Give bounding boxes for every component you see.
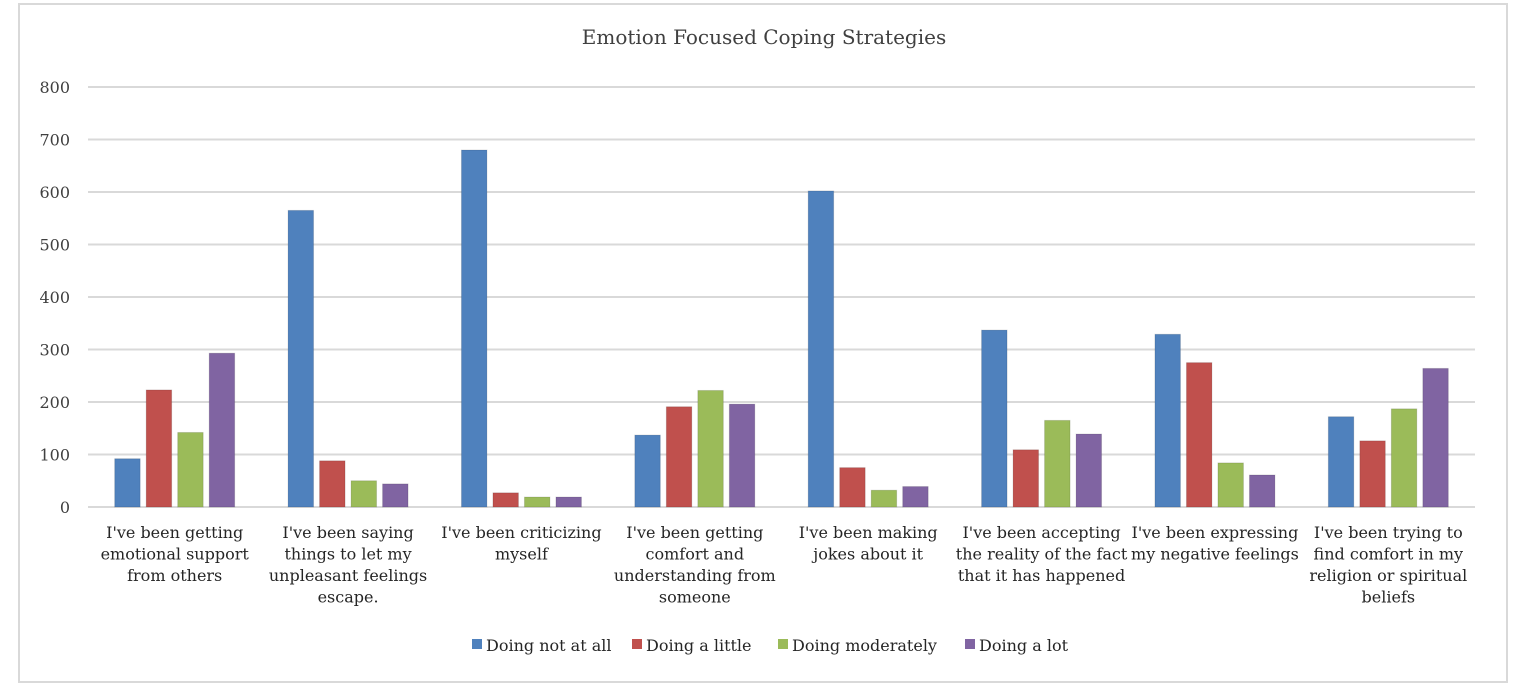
gridlines (88, 86, 1475, 508)
bar (697, 389, 724, 508)
bar (350, 480, 378, 508)
bar (1217, 462, 1244, 508)
bar (981, 329, 1008, 508)
x-category-label: I've been expressing my negative feelings (1131, 523, 1299, 564)
bar (1185, 362, 1213, 508)
bar (114, 458, 141, 508)
bar (728, 403, 756, 508)
x-category-label: I've been making jokes about it (799, 523, 938, 564)
bar (145, 389, 173, 508)
bar (665, 406, 693, 508)
bar (839, 467, 866, 508)
bar (177, 431, 204, 508)
bar (460, 149, 488, 508)
y-tick-label: 600 (39, 183, 70, 202)
legend-swatch (965, 639, 975, 649)
bar (1075, 433, 1103, 508)
x-category-label: I've been criticizing myself (441, 523, 601, 564)
legend: Doing not at all Doing a little Doing mode… (472, 636, 1069, 655)
x-axis-labels: I've been getting emotional support from o… (101, 523, 1468, 607)
bars (114, 149, 1449, 508)
bar (870, 489, 898, 508)
y-tick-label: 400 (39, 288, 70, 307)
x-category-label: I've been getting comfort and understandin… (614, 523, 776, 607)
bar (382, 483, 409, 508)
bar (1044, 419, 1071, 508)
legend-swatch (778, 639, 788, 649)
y-tick-label: 100 (39, 446, 70, 465)
bar (208, 352, 236, 508)
y-axis-ticks: 0 100 200 300 400 500 600 700 800 (39, 78, 70, 517)
bar (319, 460, 346, 508)
bar (902, 486, 929, 508)
legend-label: Doing moderately (792, 636, 937, 655)
bar (1422, 367, 1449, 508)
bar (1327, 416, 1355, 508)
y-tick-label: 200 (39, 393, 70, 412)
x-category-label: I've been getting emotional support from o… (101, 523, 250, 585)
bar (492, 492, 519, 508)
y-tick-label: 700 (39, 131, 70, 150)
bar (555, 496, 582, 508)
bar (1012, 449, 1040, 508)
x-category-label: I've been saying things to let my unpleasa… (269, 523, 427, 607)
y-tick-label: 300 (39, 341, 70, 360)
legend-swatch (632, 639, 642, 649)
legend-label: Doing not at all (486, 636, 612, 655)
bar (287, 209, 315, 508)
x-category-label: I've been accepting the reality of the fa… (956, 523, 1128, 585)
bar (1390, 408, 1418, 508)
legend-swatch (472, 639, 482, 649)
bar (1248, 474, 1276, 508)
y-tick-label: 800 (39, 78, 70, 97)
bar (523, 496, 551, 508)
bar (1359, 440, 1386, 508)
chart-frame (18, 3, 1508, 683)
legend-label: Doing a little (646, 636, 752, 655)
y-tick-label: 0 (60, 498, 70, 517)
x-category-label: I've been trying to find comfort in my rel… (1309, 523, 1467, 607)
bar (1154, 333, 1181, 508)
y-tick-label: 500 (39, 236, 70, 255)
legend-label: Doing a lot (979, 636, 1069, 655)
bar (634, 434, 661, 508)
bar (807, 190, 835, 508)
chart-title: Emotion Focused Coping Strategies (582, 25, 946, 49)
